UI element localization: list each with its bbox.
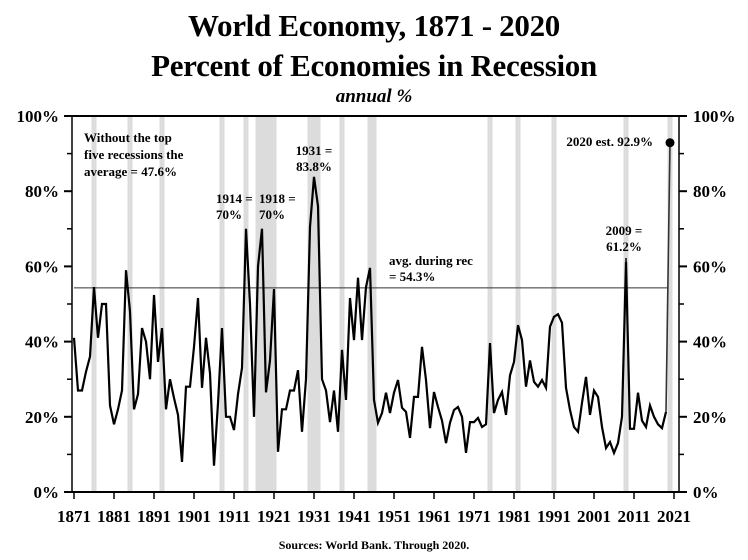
estimate-segment — [665, 142, 671, 412]
x-tick-label: 1961 — [417, 507, 451, 526]
annotation-1918: 70% — [259, 207, 285, 222]
y-tick-label-right: 20% — [693, 408, 727, 427]
chart-subtitle: Percent of Economies in Recession — [151, 48, 597, 83]
annotation-avg: = 54.3% — [389, 269, 435, 284]
x-tick-label: 1911 — [217, 507, 250, 526]
x-tick-label: 1991 — [537, 507, 571, 526]
y-tick-label-right: 40% — [693, 333, 727, 352]
recession-band — [515, 117, 521, 492]
x-tick-label: 1971 — [457, 507, 491, 526]
y-tick-label-right: 100% — [693, 107, 736, 126]
recession-band — [551, 117, 557, 492]
recession-band — [243, 117, 249, 492]
series-line — [72, 176, 668, 466]
x-tick-label: 1951 — [377, 507, 411, 526]
x-tick-label: 1931 — [297, 507, 331, 526]
annotation-1914: 70% — [216, 207, 242, 222]
chart-title: World Economy, 1871 - 2020 — [188, 8, 560, 43]
axes: 0% 0% 20% 20% 40% 40% 60% 60% 80% 80% 100% 100% 1871… — [17, 107, 736, 526]
x-tick-label: 1891 — [137, 507, 171, 526]
recession-band — [255, 117, 277, 492]
y-tick-label-right: 80% — [693, 182, 727, 201]
recession-band — [667, 117, 673, 492]
x-tick-label: 1921 — [257, 507, 291, 526]
y-tick-label-left: 60% — [25, 257, 59, 276]
estimate-point-2020 — [665, 138, 675, 148]
x-tick-label: 2011 — [617, 507, 650, 526]
annotation-top5: five recessions the — [84, 147, 184, 162]
annotation-1914: 1914 = — [216, 191, 253, 206]
recession-bands — [91, 117, 673, 492]
annotation-2009: 2009 = — [606, 223, 643, 238]
recession-band — [339, 117, 345, 492]
x-tick-label: 2021 — [657, 507, 691, 526]
annotation-2020: 2020 est. 92.9% — [566, 134, 653, 149]
annotation-2009: 61.2% — [606, 239, 642, 254]
y-tick-label-left: 80% — [25, 182, 59, 201]
annotation-top5: Without the top — [84, 130, 172, 145]
annotations: Without the top five recessions the averag… — [84, 130, 653, 284]
recession-band — [487, 117, 493, 492]
annotation-1931: 1931 = — [296, 143, 333, 158]
x-tick-label: 1901 — [177, 507, 211, 526]
annotation-avg: avg. during rec — [389, 253, 473, 268]
x-tick-label: 1881 — [97, 507, 131, 526]
y-tick-label-left: 100% — [17, 107, 60, 126]
recession-band — [219, 117, 225, 492]
x-tick-label: 1941 — [337, 507, 371, 526]
annotation-top5: average = 47.6% — [84, 164, 177, 179]
y-tick-label-left: 40% — [25, 333, 59, 352]
x-tick-label: 2001 — [577, 507, 611, 526]
x-tick-label: 1871 — [57, 507, 91, 526]
x-tick-label: 1981 — [497, 507, 531, 526]
y-tick-label-right: 0% — [693, 483, 719, 502]
annotation-1918: 1918 = — [259, 191, 296, 206]
chart-unit-label: annual % — [335, 86, 413, 107]
y-tick-label-left: 20% — [25, 408, 59, 427]
y-tick-label-left: 0% — [34, 483, 60, 502]
y-tick-label-right: 60% — [693, 257, 727, 276]
recession-band — [159, 117, 165, 492]
data-series — [72, 138, 675, 466]
annotation-1931: 83.8% — [296, 159, 332, 174]
source-note: Sources: World Bank. Through 2020. — [278, 538, 470, 552]
